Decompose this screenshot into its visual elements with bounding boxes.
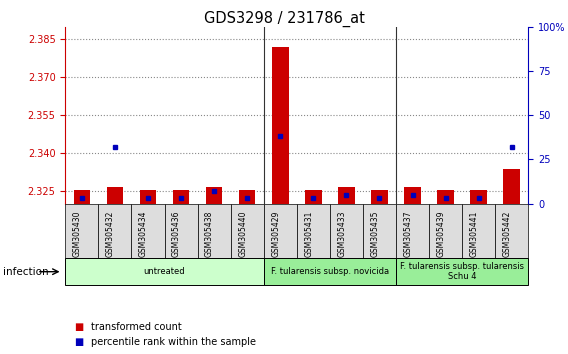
Bar <box>470 190 487 204</box>
Text: GSM305436: GSM305436 <box>172 211 181 257</box>
Bar <box>503 170 520 204</box>
Text: GSM305439: GSM305439 <box>437 211 445 257</box>
Text: GSM305432: GSM305432 <box>106 211 115 257</box>
Text: GSM305435: GSM305435 <box>370 211 379 257</box>
Text: GSM305431: GSM305431 <box>304 211 314 257</box>
Bar <box>371 190 388 204</box>
Text: GSM305429: GSM305429 <box>272 211 280 257</box>
Bar <box>140 190 156 204</box>
Bar <box>173 190 189 204</box>
Bar <box>206 187 223 204</box>
Text: GSM305433: GSM305433 <box>337 211 346 257</box>
Text: percentile rank within the sample: percentile rank within the sample <box>91 337 256 347</box>
Text: ■: ■ <box>74 337 83 347</box>
Text: infection: infection <box>3 267 48 277</box>
Bar <box>74 190 90 204</box>
Bar <box>338 187 354 204</box>
Bar <box>239 190 256 204</box>
Text: untreated: untreated <box>144 267 185 276</box>
Text: transformed count: transformed count <box>91 322 182 332</box>
Text: ■: ■ <box>74 322 83 332</box>
Bar <box>305 190 321 204</box>
Bar <box>272 47 289 204</box>
Bar <box>437 190 454 204</box>
Bar <box>404 187 421 204</box>
Bar <box>107 187 123 204</box>
Text: GSM305438: GSM305438 <box>205 211 214 257</box>
Text: GSM305430: GSM305430 <box>73 211 82 257</box>
Text: GDS3298 / 231786_at: GDS3298 / 231786_at <box>203 11 365 27</box>
Text: GSM305437: GSM305437 <box>403 211 412 257</box>
Text: GSM305434: GSM305434 <box>139 211 148 257</box>
Text: GSM305441: GSM305441 <box>470 211 479 257</box>
Text: F. tularensis subsp. tularensis
Schu 4: F. tularensis subsp. tularensis Schu 4 <box>400 262 524 281</box>
Text: GSM305440: GSM305440 <box>238 211 247 257</box>
Text: GSM305442: GSM305442 <box>503 211 512 257</box>
Text: F. tularensis subsp. novicida: F. tularensis subsp. novicida <box>271 267 389 276</box>
